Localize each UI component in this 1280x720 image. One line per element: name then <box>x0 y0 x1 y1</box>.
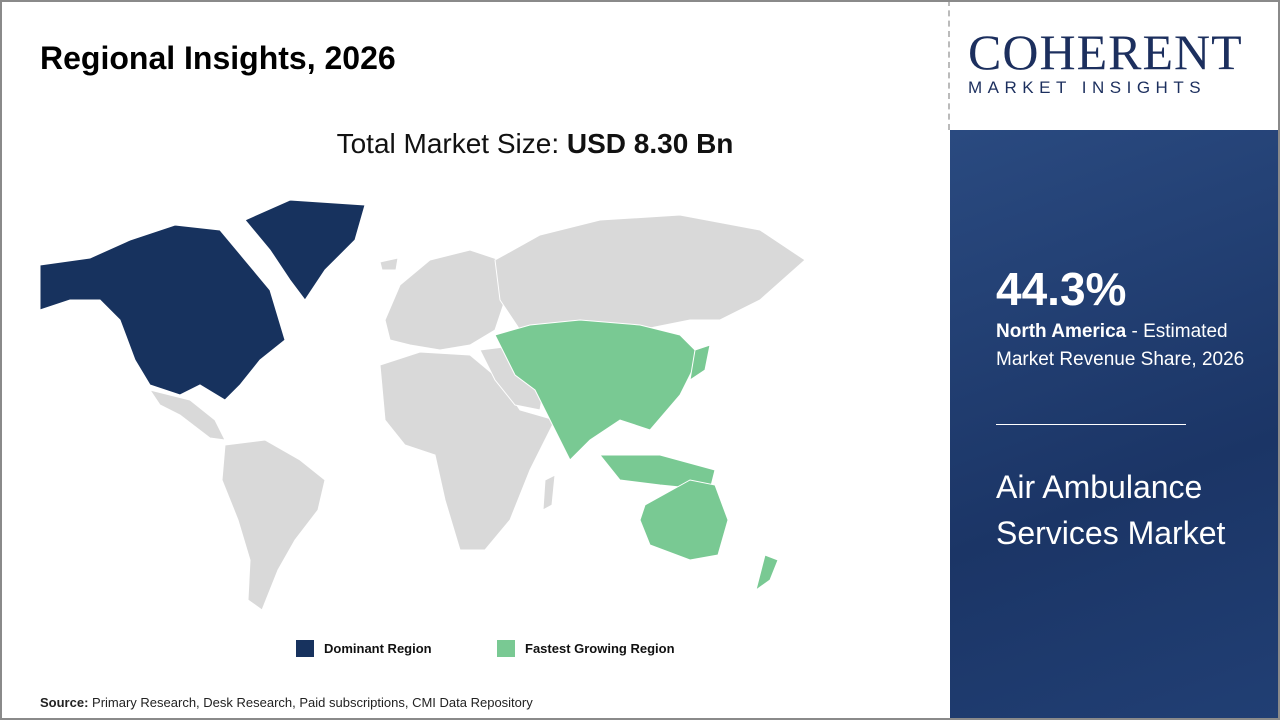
total-value: USD 8.30 Bn <box>566 128 734 159</box>
source-note: Source: Primary Research, Desk Research,… <box>40 695 533 710</box>
map-region-north-america <box>39 224 286 401</box>
divider <box>948 0 950 130</box>
legend-fastest: Fastest Growing Region <box>497 640 675 657</box>
map-region-iceland <box>379 257 399 271</box>
map-region-europe <box>384 249 506 351</box>
legend-swatch-fastest <box>497 640 515 657</box>
share-desc-text: - Estimated Market Revenue Share, 2026 <box>996 321 1245 370</box>
share-region: North America <box>996 321 1127 342</box>
map-region-greenland <box>244 199 366 301</box>
logo-tagline: MARKET INSIGHTS <box>968 78 1207 97</box>
total-label: Total Market Size: <box>336 128 567 159</box>
legend-dominant: Dominant Region <box>296 640 432 657</box>
map-region-australia <box>639 479 729 561</box>
page-title: Regional Insights, 2026 <box>40 40 396 76</box>
share-description: North America - Estimated Market Revenue… <box>996 318 1266 374</box>
legend-swatch-dominant <box>296 640 314 657</box>
company-logo: COHERENT MARKET INSIGHTS <box>968 24 1268 98</box>
legend-label: Dominant Region <box>324 641 432 656</box>
panel-divider <box>996 424 1186 425</box>
legend-label: Fastest Growing Region <box>525 641 675 656</box>
total-market-size: Total Market Size: USD 8.30 Bn <box>0 128 1070 160</box>
map-region-russia-north-asia <box>494 214 806 331</box>
world-map <box>39 199 806 611</box>
insight-panel: 44.3% North America - Estimated Market R… <box>950 130 1280 720</box>
market-name: Air Ambulance Services Market <box>996 469 1226 551</box>
map-region-central-america <box>148 389 226 441</box>
source-label: Source: <box>40 695 89 710</box>
share-value: 44.3% <box>996 263 1127 315</box>
logo-brand: COHERENT <box>968 24 1243 80</box>
map-region-japan <box>689 344 711 382</box>
map-region-south-america <box>221 439 326 611</box>
map-region-madagascar <box>542 474 556 511</box>
map-region-new-zealand <box>755 554 779 592</box>
map-region-africa <box>379 351 556 551</box>
map-region-asia <box>494 319 701 461</box>
source-text: Primary Research, Desk Research, Paid su… <box>88 695 533 710</box>
